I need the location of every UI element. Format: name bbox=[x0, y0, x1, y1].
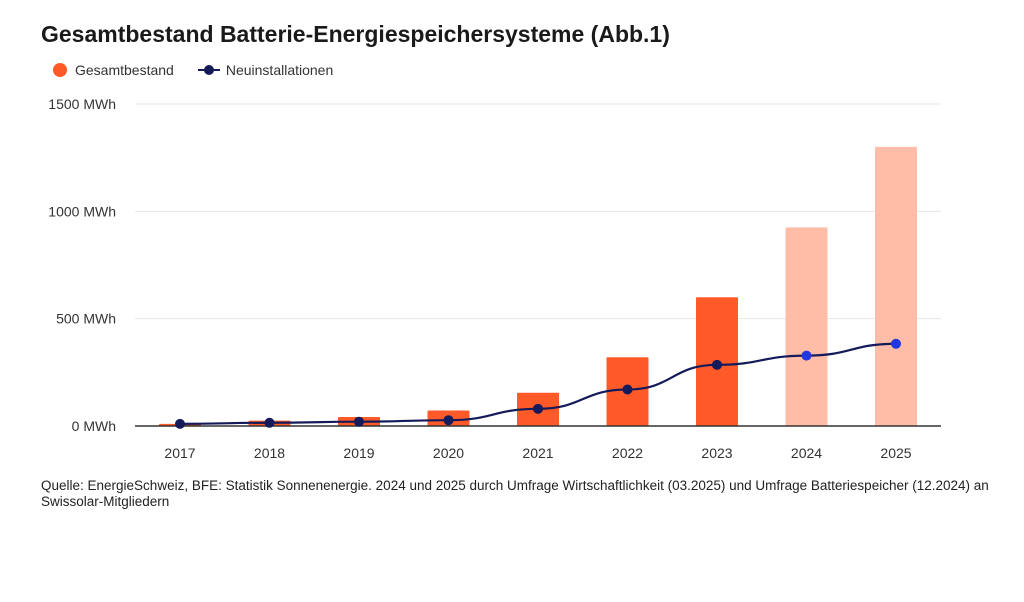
x-tick-label: 2021 bbox=[522, 445, 553, 461]
line-point bbox=[443, 415, 454, 426]
x-tick-label: 2018 bbox=[254, 445, 285, 461]
x-tick-label: 2025 bbox=[880, 445, 911, 461]
line-point bbox=[622, 384, 633, 395]
legend-line-label: Neuinstallationen bbox=[225, 62, 334, 78]
y-tick-label: 1000 MWh bbox=[48, 203, 116, 219]
legend-item-gesamtbestand: Gesamtbestand bbox=[53, 62, 174, 78]
line-point bbox=[891, 338, 901, 349]
chart-plot: 0 MWh 500 MWh 1000 MWh 1500 MWh 2017 2018 2019… bbox=[48, 96, 941, 461]
y-tick-label: 0 MWh bbox=[72, 418, 116, 434]
y-tick-label: 500 MWh bbox=[56, 311, 116, 327]
legend-item-neuinstallationen: Neuinstallationen bbox=[197, 62, 334, 78]
line-point bbox=[354, 416, 364, 427]
x-tick-label: 2023 bbox=[701, 445, 732, 461]
x-tick-label: 2017 bbox=[164, 445, 195, 461]
y-tick-label: 1500 MWh bbox=[48, 96, 116, 112]
legend-bar-label: Gesamtbestand bbox=[75, 62, 174, 78]
source-note: Quelle: EnergieSchweiz, BFE: Statistik S… bbox=[41, 478, 989, 509]
x-tick-label: 2020 bbox=[433, 445, 464, 461]
x-tick-label: 2019 bbox=[343, 445, 374, 461]
line-point bbox=[533, 403, 543, 414]
chart-title: Gesamtbestand Batterie-Energiespeichersy… bbox=[41, 21, 670, 47]
line-point bbox=[801, 350, 812, 361]
bar bbox=[785, 227, 828, 426]
legend: Gesamtbestand Neuinstallationen bbox=[53, 62, 357, 78]
legend-line-swatch bbox=[197, 63, 220, 77]
line-point bbox=[264, 417, 275, 428]
legend-bar-swatch bbox=[53, 63, 67, 77]
line-point bbox=[175, 418, 185, 429]
x-tick-label: 2022 bbox=[612, 445, 643, 461]
bar bbox=[875, 146, 917, 426]
x-tick-label: 2024 bbox=[791, 445, 822, 461]
line-point bbox=[712, 359, 722, 370]
